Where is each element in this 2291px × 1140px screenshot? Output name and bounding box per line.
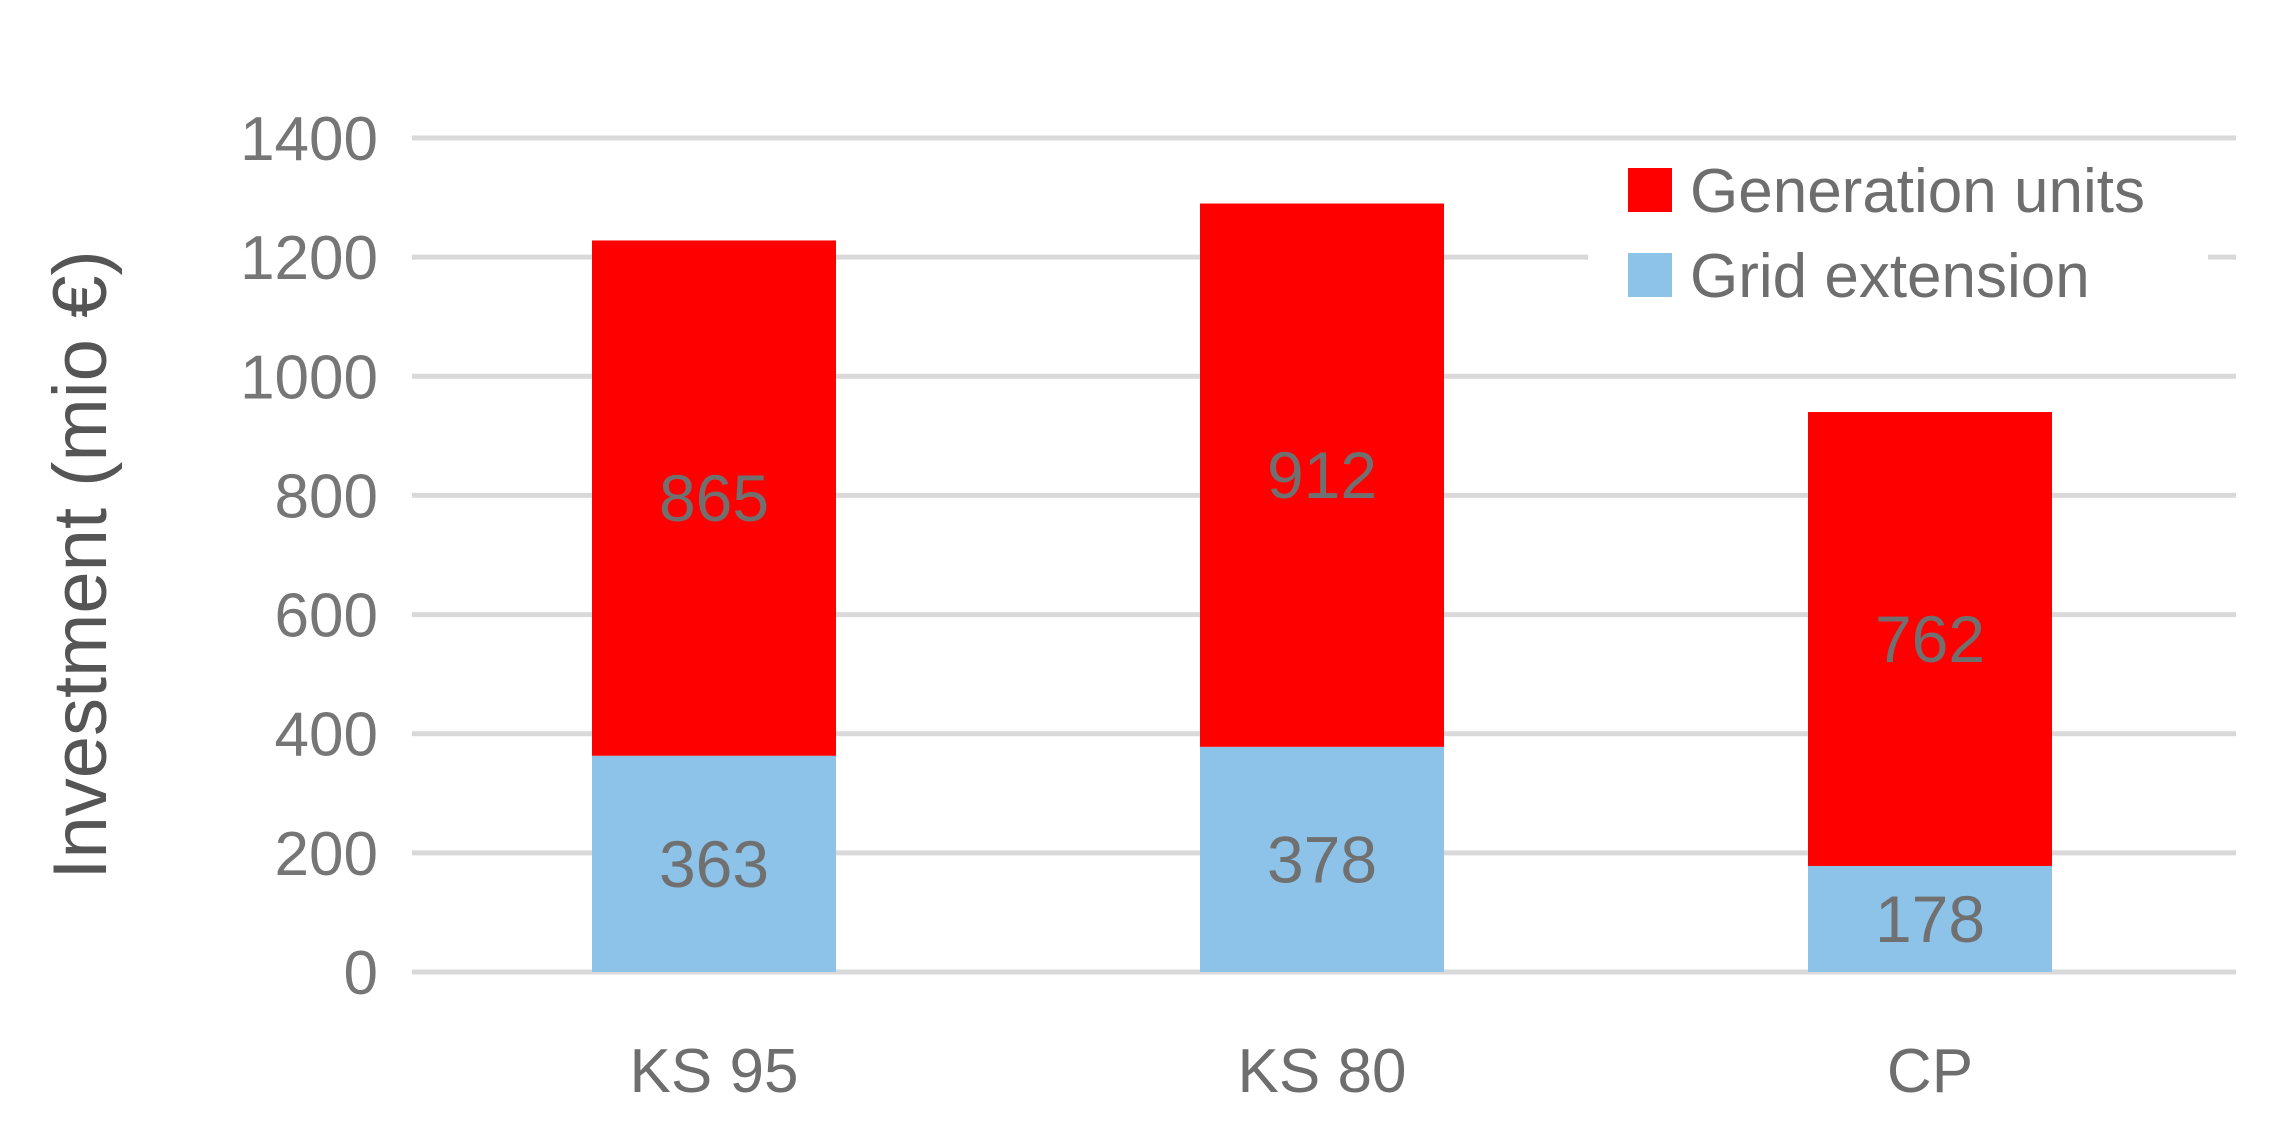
x-tick-label-cp: CP <box>1887 1037 1973 1106</box>
legend: Generation units Grid extension <box>1588 150 2208 320</box>
data-label-generation-units-ks-95: 865 <box>659 461 769 535</box>
legend-swatch-generation-units <box>1628 168 1672 212</box>
legend-label-grid-extension: Grid extension <box>1690 242 2090 311</box>
x-tick-label-ks-95: KS 95 <box>630 1037 799 1106</box>
y-tick-label-200: 200 <box>275 820 378 889</box>
y-axis-ticks: 0 200 400 600 800 1000 1200 1400 <box>240 105 378 1008</box>
y-tick-label-1200: 1200 <box>240 224 378 293</box>
y-tick-label-800: 800 <box>275 462 378 531</box>
x-axis-ticks: KS 95 KS 80 CP <box>630 1037 1974 1106</box>
data-label-grid-extension-ks-95: 363 <box>659 827 769 901</box>
bar-grid-extension-cp <box>1808 865 2052 972</box>
bar-generation-units-ks-80 <box>1200 203 1444 747</box>
legend-swatch-grid-extension <box>1628 253 1672 297</box>
bar-grid-extension-ks-80 <box>1200 746 1444 972</box>
legend-background <box>1588 150 2208 320</box>
y-axis-title: Investment (mio €) <box>38 250 123 879</box>
y-tick-label-600: 600 <box>275 582 378 651</box>
bar-generation-units-cp <box>1808 412 2052 866</box>
legend-label-generation-units: Generation units <box>1690 157 2145 226</box>
y-tick-label-1400: 1400 <box>240 105 378 174</box>
x-tick-label-ks-80: KS 80 <box>1238 1037 1407 1106</box>
data-label-generation-units-cp: 762 <box>1875 602 1985 676</box>
data-label-generation-units-ks-80: 912 <box>1267 438 1377 512</box>
data-label-grid-extension-cp: 178 <box>1875 882 1985 956</box>
y-tick-label-1000: 1000 <box>240 343 378 412</box>
y-tick-label-0: 0 <box>344 939 378 1008</box>
data-labels: 363 865 378 912 178 762 <box>659 438 1985 956</box>
y-tick-label-400: 400 <box>275 701 378 770</box>
bar-generation-units-ks-95 <box>592 240 836 756</box>
bars <box>592 203 2052 972</box>
data-label-grid-extension-ks-80: 378 <box>1267 822 1377 896</box>
bar-grid-extension-ks-95 <box>592 755 836 972</box>
